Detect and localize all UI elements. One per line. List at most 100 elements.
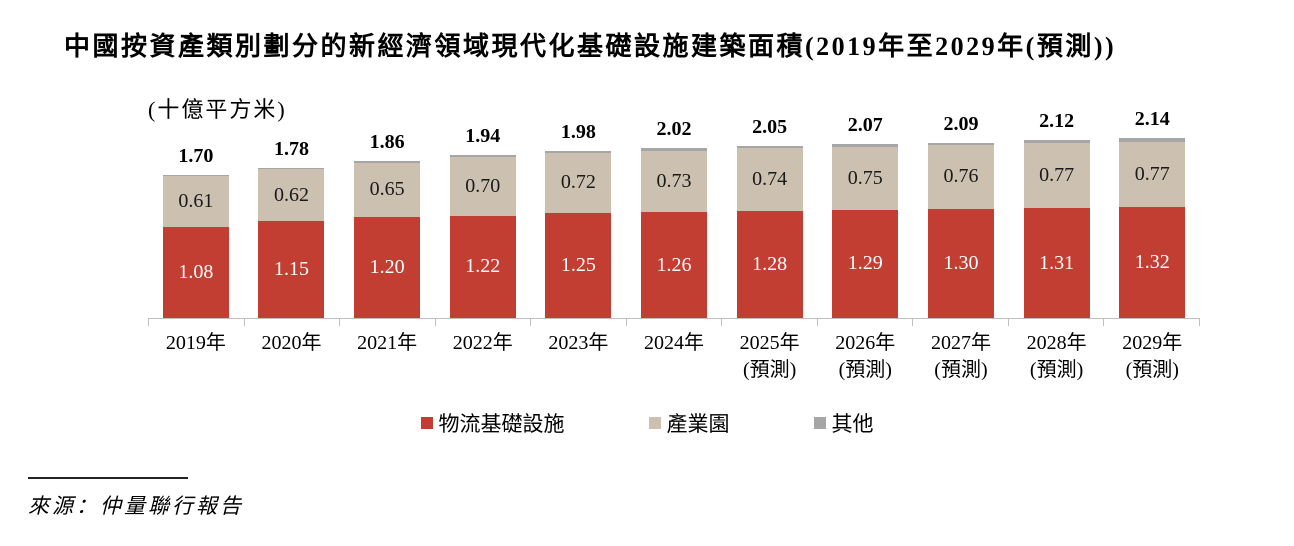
x-axis-label: 2025年 (預測) bbox=[739, 332, 800, 381]
axis-tick bbox=[339, 319, 435, 326]
x-axis-line bbox=[148, 318, 1201, 326]
axis-tick bbox=[434, 319, 531, 326]
forecast-note: (預測) bbox=[934, 359, 988, 381]
axis-tick bbox=[625, 319, 722, 326]
bar-column: 2.14 0.77 1.32 bbox=[1104, 108, 1200, 318]
total-value-label: 2.05 bbox=[752, 115, 788, 138]
bar-segment-others bbox=[1119, 138, 1186, 143]
bar-segment-tan: 0.70 bbox=[449, 156, 516, 216]
legend-item: 產業園 bbox=[648, 408, 730, 438]
bar-segment-red: 1.29 bbox=[832, 209, 899, 318]
axis-tick bbox=[148, 319, 244, 326]
x-axis-label: 2020年 bbox=[261, 332, 322, 354]
bar-segment-others bbox=[449, 155, 516, 157]
bar-column: 2.02 0.73 1.26 bbox=[626, 118, 722, 318]
legend-label: 其他 bbox=[831, 412, 874, 436]
bar-segment-tan: 0.61 bbox=[162, 176, 229, 228]
axis-tick bbox=[816, 319, 913, 326]
legend-label: 產業園 bbox=[666, 412, 730, 436]
stacked-bar: 0.72 1.25 bbox=[545, 151, 612, 318]
stacked-bar: 0.70 1.22 bbox=[449, 155, 516, 318]
axis-tick bbox=[912, 319, 1008, 326]
legend-label: 物流基礎設施 bbox=[438, 412, 565, 436]
bar-segment-red: 1.08 bbox=[162, 227, 229, 318]
stacked-bar: 0.62 1.15 bbox=[258, 167, 325, 318]
bar-segment-tan: 0.76 bbox=[927, 145, 994, 209]
bar-columns: 1.70 0.61 1.08 1.78 0.62 1.15 1.86 0.65 1.20 1.94… bbox=[148, 98, 1200, 318]
legend: 物流基礎設施 產業園 其他 bbox=[0, 408, 1294, 438]
legend-swatch-icon bbox=[813, 417, 826, 429]
chart-area: 1.70 0.61 1.08 1.78 0.62 1.15 1.86 0.65 1.20 1.94… bbox=[148, 98, 1201, 384]
axis-tick bbox=[1007, 319, 1104, 326]
bar-segment-others bbox=[736, 145, 803, 149]
x-axis-label: 2029年 (預測) bbox=[1122, 332, 1183, 381]
bar-column: 1.70 0.61 1.08 bbox=[148, 145, 244, 318]
bar-column: 2.12 0.77 1.31 bbox=[1009, 110, 1105, 318]
x-axis-label: 2028年 (預測) bbox=[1026, 332, 1087, 381]
legend-item: 其他 bbox=[813, 408, 874, 438]
stacked-bar: 0.73 1.26 bbox=[641, 148, 708, 318]
x-axis-label: 2022年 bbox=[452, 332, 513, 354]
x-axis-label: 2027年 (預測) bbox=[930, 332, 991, 381]
total-value-label: 2.07 bbox=[847, 114, 883, 137]
axis-tick bbox=[243, 319, 340, 326]
x-axis-label: 2024年 bbox=[644, 332, 705, 354]
bar-segment-others bbox=[832, 144, 899, 147]
stacked-bar: 0.77 1.31 bbox=[1023, 139, 1090, 318]
unit-label: (十億平方米) bbox=[148, 97, 287, 122]
legend-item: 物流基礎設施 bbox=[420, 408, 565, 438]
bar-segment-tan: 0.77 bbox=[1119, 142, 1186, 208]
total-value-label: 1.78 bbox=[273, 137, 309, 160]
stacked-bar: 0.75 1.29 bbox=[832, 144, 899, 318]
bar-column: 2.09 0.76 1.30 bbox=[913, 113, 1009, 318]
total-value-label: 2.09 bbox=[943, 112, 979, 135]
axis-tick bbox=[1103, 319, 1201, 326]
forecast-note: (預測) bbox=[838, 359, 892, 381]
total-value-label: 1.94 bbox=[465, 125, 501, 148]
bar-column: 2.07 0.75 1.29 bbox=[817, 114, 913, 318]
bar-segment-tan: 0.72 bbox=[545, 152, 612, 213]
stacked-bar: 0.74 1.28 bbox=[736, 145, 803, 318]
bar-segment-tan: 0.65 bbox=[354, 162, 421, 218]
x-axis-label: 2026年 (預測) bbox=[835, 332, 896, 381]
legend-swatch-icon bbox=[420, 417, 433, 429]
bar-segment-red: 1.22 bbox=[449, 215, 516, 318]
bar-segment-tan: 0.62 bbox=[258, 169, 325, 222]
forecast-note: (預測) bbox=[743, 359, 797, 381]
total-value-label: 2.14 bbox=[1134, 108, 1170, 131]
axis-tick bbox=[721, 319, 817, 326]
forecast-note: (預測) bbox=[1125, 359, 1179, 381]
total-value-label: 2.12 bbox=[1039, 109, 1075, 132]
bar-segment-tan: 0.77 bbox=[1023, 143, 1090, 208]
bar-column: 1.78 0.62 1.15 bbox=[244, 138, 340, 318]
bar-segment-others bbox=[641, 148, 708, 151]
bar-column: 1.86 0.65 1.20 bbox=[339, 131, 435, 318]
bar-segment-red: 1.15 bbox=[258, 221, 325, 318]
bar-segment-red: 1.31 bbox=[1023, 208, 1090, 318]
bar-column: 2.05 0.74 1.28 bbox=[722, 116, 818, 318]
bar-segment-others bbox=[258, 167, 325, 170]
total-value-label: 1.86 bbox=[369, 131, 405, 154]
chart-title: 中國按資產類別劃分的新經濟領域現代化基礎設施建築面積(2019年至2029年(預… bbox=[64, 32, 1117, 61]
bar-segment-red: 1.30 bbox=[927, 208, 994, 318]
bar-segment-others bbox=[1023, 139, 1090, 144]
bar-segment-others bbox=[545, 151, 612, 153]
stacked-bar: 0.61 1.08 bbox=[162, 174, 229, 318]
bar-segment-tan: 0.74 bbox=[736, 148, 803, 211]
bar-segment-red: 1.32 bbox=[1119, 207, 1186, 318]
bar-segment-others bbox=[354, 161, 421, 163]
total-value-label: 1.98 bbox=[560, 121, 596, 143]
legend-swatch-icon bbox=[648, 417, 661, 429]
bar-column: 1.98 0.72 1.25 bbox=[531, 121, 627, 318]
bar-column: 1.94 0.70 1.22 bbox=[435, 125, 531, 318]
forecast-note: (預測) bbox=[1029, 359, 1084, 381]
bar-segment-red: 1.20 bbox=[354, 217, 421, 318]
stacked-bar: 0.77 1.32 bbox=[1119, 138, 1186, 318]
bar-segment-tan: 0.75 bbox=[832, 146, 899, 210]
x-axis-label: 2019年 bbox=[165, 332, 226, 354]
bar-segment-red: 1.26 bbox=[641, 212, 708, 318]
axis-tick bbox=[530, 319, 626, 326]
bar-segment-tan: 0.73 bbox=[641, 150, 708, 213]
bar-segment-others bbox=[927, 142, 994, 146]
bar-segment-others bbox=[162, 174, 229, 177]
